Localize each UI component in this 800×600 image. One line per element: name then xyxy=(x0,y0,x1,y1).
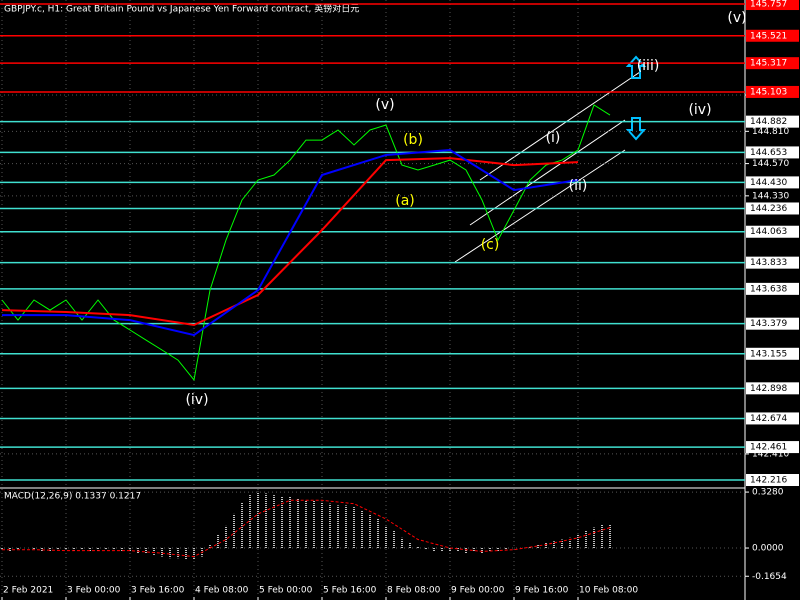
level-label-box xyxy=(746,256,799,269)
y-tick-label: 142.410 xyxy=(752,449,789,459)
x-tick-label: 8 Feb 08:00 xyxy=(387,586,441,596)
level-label: 145.521 xyxy=(750,31,787,41)
channel-line xyxy=(469,119,626,226)
level-label-box xyxy=(746,57,799,70)
y-tick-label: 0.0000 xyxy=(752,544,784,554)
y-tick-label: 0.3280 xyxy=(752,488,784,498)
level-label-box xyxy=(746,29,799,42)
level-label-box xyxy=(746,347,799,360)
wave-label: (b) xyxy=(403,132,423,148)
macd-title: MACD(12,26,9) 0.1337 0.1217 xyxy=(4,492,141,502)
signal-line xyxy=(2,499,611,558)
x-tick-label: 5 Feb 00:00 xyxy=(259,586,313,596)
down-arrow xyxy=(625,117,647,141)
level-label-box xyxy=(746,146,799,159)
level-label-box xyxy=(746,115,799,128)
y-tick-label: 144.330 xyxy=(752,191,789,201)
x-tick-label: 9 Feb 16:00 xyxy=(515,586,569,596)
x-tick-label: 9 Feb 00:00 xyxy=(451,586,505,596)
wave-label: (i) xyxy=(546,130,561,146)
wave-label: (iv) xyxy=(688,102,711,118)
level-label: 145.757 xyxy=(750,0,787,10)
level-label: 142.216 xyxy=(750,476,787,486)
x-tick-label: 2 Feb 2021 xyxy=(3,586,53,596)
level-label-box xyxy=(746,0,799,11)
level-label: 145.317 xyxy=(750,59,787,69)
level-label: 144.236 xyxy=(750,204,787,214)
price-line xyxy=(2,148,579,337)
level-label-box xyxy=(746,441,799,454)
y-tick-label: -0.1654 xyxy=(752,572,787,582)
level-label-box xyxy=(746,176,799,189)
wave-label: (iv) xyxy=(185,392,208,408)
level-label: 145.103 xyxy=(750,87,787,97)
price-line xyxy=(1,104,611,382)
channel-line xyxy=(479,71,641,181)
x-tick-label: 5 Feb 16:00 xyxy=(323,586,377,596)
level-label: 144.063 xyxy=(750,227,787,237)
level-label: 142.898 xyxy=(750,384,787,394)
y-tick-label: 144.570 xyxy=(752,159,789,169)
wave-label: (c) xyxy=(481,237,500,253)
wave-label: (iii) xyxy=(637,58,660,74)
level-label-box xyxy=(746,382,799,395)
y-tick-label: 144.810 xyxy=(752,127,789,137)
wave-label: (a) xyxy=(395,193,415,209)
level-label: 144.653 xyxy=(750,148,787,158)
level-label-box xyxy=(746,202,799,215)
level-label: 143.638 xyxy=(750,284,787,294)
price-line xyxy=(1,157,579,327)
level-label-box xyxy=(746,85,799,98)
level-label: 142.461 xyxy=(750,443,787,453)
x-tick-label: 3 Feb 16:00 xyxy=(131,586,185,596)
up-arrow xyxy=(625,55,647,79)
level-label: 144.882 xyxy=(750,117,787,127)
level-label: 143.833 xyxy=(750,258,787,268)
channel-line xyxy=(454,149,626,263)
x-tick-label: 10 Feb 08:00 xyxy=(579,586,638,596)
level-label-box xyxy=(746,412,799,425)
level-label-box xyxy=(746,474,799,487)
level-label: 142.674 xyxy=(750,414,787,424)
level-label: 143.155 xyxy=(750,349,787,359)
chart-title: GBPJPY.c, H1: Great Britain Pound vs Jap… xyxy=(4,3,359,15)
level-label-box xyxy=(746,317,799,330)
wave-label: (ii) xyxy=(569,178,588,194)
wave-label: (v) xyxy=(375,97,394,113)
level-label: 143.379 xyxy=(750,319,787,329)
wave-label: (v) xyxy=(727,10,746,26)
x-tick-label: 3 Feb 00:00 xyxy=(67,586,121,596)
level-label-box xyxy=(746,225,799,238)
level-label-box xyxy=(746,282,799,295)
level-label: 144.430 xyxy=(750,178,787,188)
x-tick-label: 4 Feb 08:00 xyxy=(195,586,249,596)
